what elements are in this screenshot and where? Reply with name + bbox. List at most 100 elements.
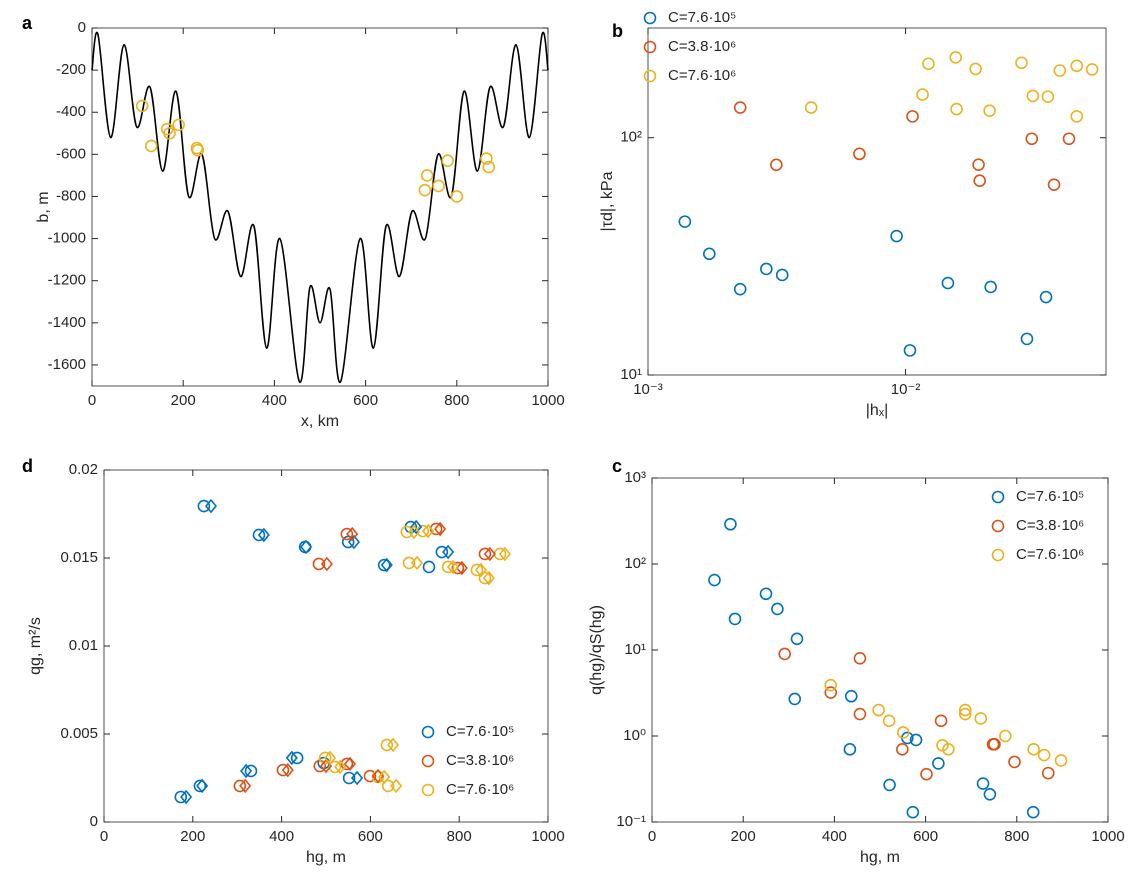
point [1062,132,1076,146]
point [191,143,205,157]
point [334,759,347,775]
panel-label: a [22,13,33,33]
y-tick-label: -1600 [48,356,86,373]
x-tick-label: 10⁻³ [633,381,663,398]
point [708,573,721,587]
y-tick-label: 10⁻¹ [616,813,646,830]
point [340,757,354,771]
y-tick-label: 0.02 [69,461,98,478]
y-tick-label: 10³ [624,469,646,486]
y-tick-label: -1000 [48,230,86,247]
point [958,703,972,717]
point [410,555,424,571]
point [435,545,449,559]
point [478,547,492,561]
point [276,763,290,777]
point [882,714,896,728]
point [422,560,436,574]
y-tick-label: -600 [56,145,86,162]
x-tick-label: 10⁻² [891,381,921,398]
point [144,139,158,153]
point [1015,56,1028,70]
point [703,247,716,261]
bed-line [91,31,549,383]
point [441,560,455,574]
y-tick-label: -1200 [48,272,86,289]
x-tick-label: 1000 [531,828,564,845]
point [244,764,258,778]
point [733,101,747,114]
x-tick-label: 400 [822,828,847,845]
point [163,126,176,140]
point [775,268,789,282]
point [1020,332,1034,346]
x-tick-label: 400 [269,828,294,845]
point [1039,290,1053,304]
x-tick-label: 200 [171,392,196,409]
y-tick-label: 10² [620,129,642,146]
point [281,762,294,778]
legend-label: C=7.6·10⁶ [446,781,514,798]
legend-label: C=7.6·10⁵ [668,9,736,26]
y-tick-label: 10² [624,555,646,572]
legend-marker [643,40,657,54]
point [1025,132,1039,146]
point [853,707,867,721]
point [257,527,270,543]
point [778,647,791,661]
point [759,587,773,601]
point [482,570,495,586]
point [434,521,447,537]
axes-box [647,27,1107,376]
x-tick-label: 0 [648,828,656,845]
point [988,738,1001,751]
point [932,757,945,770]
point [299,539,313,555]
point [853,147,866,161]
x-tick-label: 1000 [1091,828,1124,845]
point [1070,110,1084,123]
point [1054,754,1068,767]
x-tick-label: 200 [180,828,205,845]
point [347,534,361,550]
y-tick-label: -200 [56,61,86,78]
point [420,169,434,182]
point [483,546,496,562]
y-tick-label: 0 [90,813,98,830]
point [804,101,818,114]
y-tick-label: 10¹ [624,641,646,658]
y-tick-label: 10¹ [620,366,642,383]
point [790,632,804,646]
point [340,527,354,541]
x-tick-label: 200 [731,828,756,845]
point [422,523,435,539]
point [233,779,247,793]
point [771,602,784,616]
point [351,770,364,786]
point [312,557,326,571]
point [922,57,935,71]
point [418,183,432,197]
point [1041,766,1055,780]
point [941,276,955,290]
point [252,528,266,542]
point [983,787,997,801]
point [760,262,773,276]
point [343,756,357,772]
panel-label: b [612,21,623,41]
x-tick-label: 800 [1004,828,1029,845]
point [172,118,185,132]
point [770,158,783,172]
x-tick-label: 800 [444,392,469,409]
point [470,563,484,577]
point [432,179,445,193]
point [896,726,910,739]
point [733,282,747,296]
point [969,62,982,76]
legend-label: C=7.6·10⁵ [446,723,514,740]
point [788,692,802,706]
point [455,560,468,576]
x-tick-label: 600 [913,828,938,845]
point [239,778,252,794]
